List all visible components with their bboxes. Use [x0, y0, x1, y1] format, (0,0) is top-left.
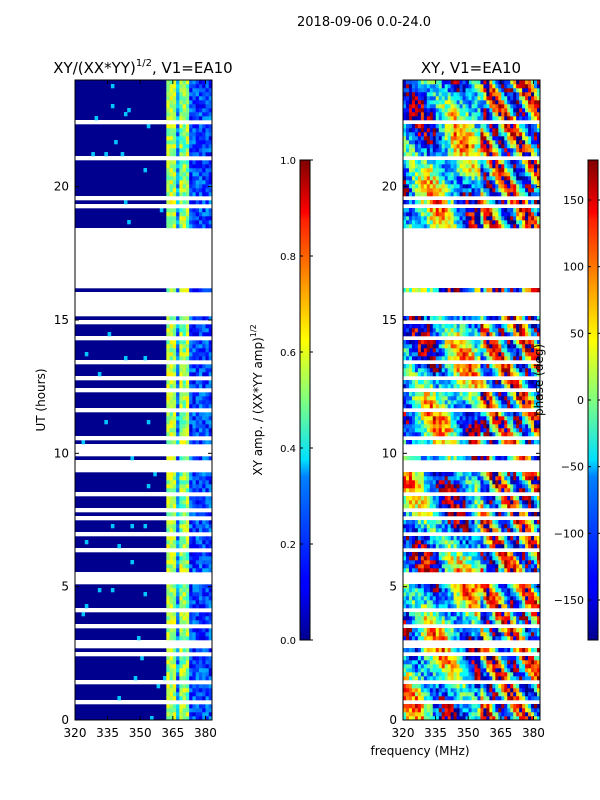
- left-yticks-label-2: 10: [54, 446, 69, 460]
- amplitude-colorbar-label-base: XY amp. / (XX*YY amp): [251, 337, 265, 475]
- right-cbticks-label-4: 50: [570, 327, 584, 340]
- right-xticks-label-1: 335: [424, 726, 447, 740]
- figure-suptitle: 2018-09-06 0.0-24.0: [297, 15, 431, 30]
- amplitude-colorbar-gradient: [299, 159, 311, 641]
- left-xticks-label-4: 380: [194, 726, 217, 740]
- left-xticks-label-3: 365: [161, 726, 184, 740]
- left-yticks-label-0: 0: [61, 713, 69, 727]
- left-cbticks-label-5: 1.0: [280, 156, 296, 167]
- right-cbticks-label-5: 100: [563, 261, 584, 274]
- left-xticks-label-2: 350: [129, 726, 152, 740]
- right-xticks-label-2: 350: [457, 726, 480, 740]
- right-heatmap-image: [403, 80, 541, 721]
- amplitude-colorbar-label: XY amp. / (XX*YY amp)1/2: [249, 324, 265, 475]
- x-axis-label: frequency (MHz): [370, 744, 469, 758]
- left-yticks-label-3: 15: [54, 313, 69, 327]
- left-title-base: XY/(XX*YY): [53, 59, 136, 77]
- right-xticks-label-3: 365: [489, 726, 512, 740]
- left-axes-frame: [74, 79, 213, 721]
- right-xticks-label-0: 320: [392, 726, 415, 740]
- right-xticks-label-4: 380: [522, 726, 545, 740]
- right-axes-frame: [402, 79, 541, 721]
- left-cbticks-label-1: 0.2: [280, 540, 296, 551]
- phase-colorbar: −150 −100 −50 0 50 100 150: [554, 159, 600, 641]
- right-yticks-label-2: 10: [382, 446, 397, 460]
- right-cbticks-label-0: −150: [554, 594, 584, 607]
- left-yticks-label-4: 20: [54, 180, 69, 194]
- right-cbticks-label-1: −100: [554, 527, 584, 540]
- left-cbticks-label-0: 0.0: [280, 636, 296, 647]
- left-xticks-label-0: 320: [64, 726, 87, 740]
- amplitude-colorbar: 0.0 0.2 0.4 0.6 0.8 1.0: [280, 156, 313, 647]
- right-cbticks-label-6: 150: [563, 194, 584, 207]
- left-title-tail: , V1=EA10: [152, 59, 233, 77]
- left-cbticks-label-3: 0.6: [280, 348, 296, 359]
- left-title: XY/(XX*YY)1/2, V1=EA10: [53, 58, 232, 77]
- amplitude-colorbar-label-sup: 1/2: [249, 324, 258, 337]
- right-yticks-label-1: 5: [389, 580, 397, 594]
- left-ylabel: UT (hours): [34, 368, 48, 431]
- right-heatmap: 320 335 350 365 380 0 5 10 15 20: [382, 79, 545, 740]
- left-heatmap-image: [75, 80, 213, 721]
- right-yticks-label-3: 15: [382, 313, 397, 327]
- right-yticks-label-0: 0: [389, 713, 397, 727]
- left-xticks-label-1: 335: [96, 726, 119, 740]
- phase-colorbar-label: phase (deg): [532, 344, 546, 416]
- left-title-sup: 1/2: [136, 58, 152, 69]
- left-cbticks-label-4: 0.8: [280, 252, 296, 263]
- right-yticks-label-4: 20: [382, 180, 397, 194]
- right-cbticks-label-2: −50: [561, 461, 584, 474]
- right-title: XY, V1=EA10: [421, 59, 521, 77]
- left-cbticks-label-2: 0.4: [280, 444, 296, 455]
- left-heatmap: 320 335 350 365 380 0 5 10 15 20: [54, 79, 217, 740]
- right-cbticks-label-3: 0: [577, 394, 584, 407]
- left-yticks-label-1: 5: [61, 580, 69, 594]
